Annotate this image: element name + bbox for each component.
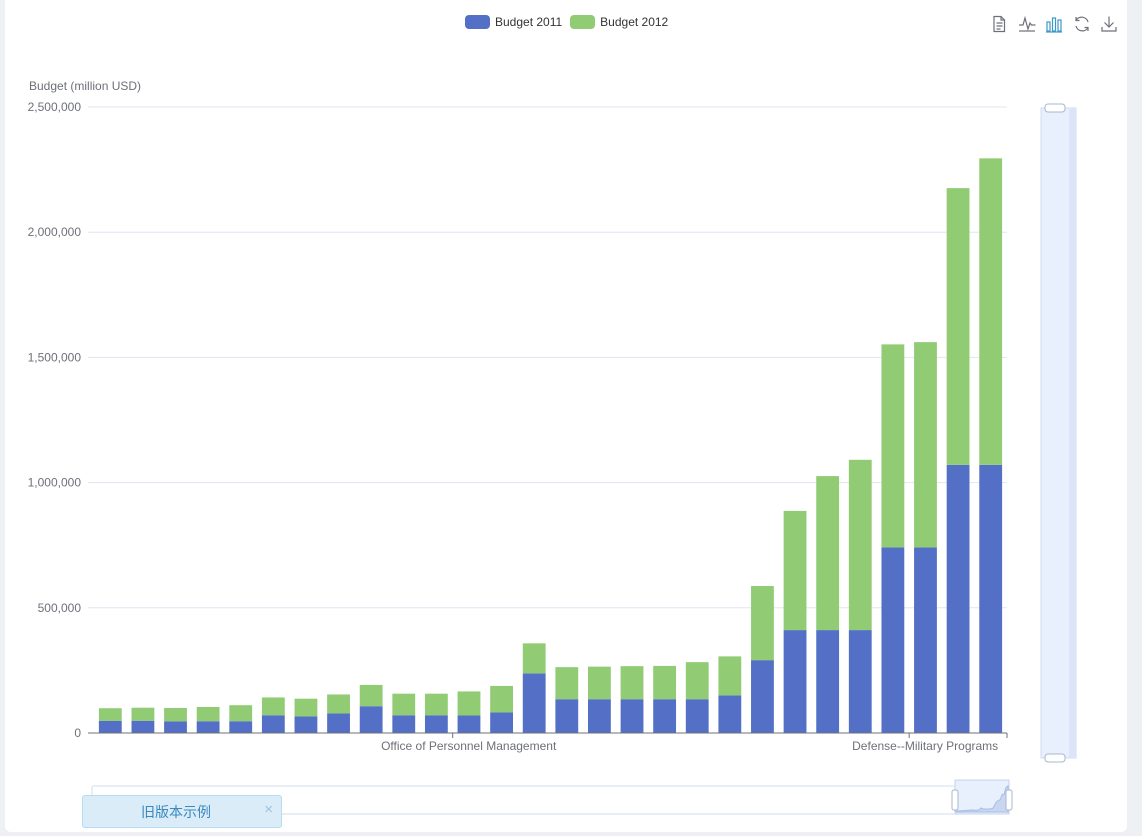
bar-budget-2012[interactable] [457,691,481,716]
bar-budget-2012[interactable] [979,158,1003,465]
legend-label-budget-2012: Budget 2012 [600,15,669,29]
restore-icon[interactable] [1072,14,1092,34]
bar-budget-2011[interactable] [327,713,350,733]
bar-budget-2012[interactable] [196,706,220,722]
bar-budget-2012[interactable] [914,342,937,548]
bar-budget-2011[interactable] [783,630,807,733]
bar-budget-2011[interactable] [620,699,644,733]
bar-budget-2012[interactable] [587,666,611,700]
bar-budget-2011[interactable] [848,630,872,733]
bar-budget-2012[interactable] [359,684,383,707]
bar-budget-2011[interactable] [490,712,514,733]
bar-budget-2012[interactable] [783,510,807,631]
bar-budget-2012[interactable] [718,656,742,696]
bar-budget-2011[interactable] [261,715,285,733]
y-tick-label: 0 [74,726,81,740]
bar-budget-2012[interactable] [98,708,122,721]
legend-label-budget-2011: Budget 2011 [495,15,563,29]
bar-budget-2011[interactable] [881,547,905,733]
legend-item-budget-2012[interactable]: Budget 2012 [570,15,668,29]
bar-budget-2011[interactable] [424,715,448,733]
y-tick-label: 1,000,000 [28,476,82,490]
bar-budget-2011[interactable] [131,720,155,733]
bar-budget-2012[interactable] [294,698,318,717]
legend-swatch-budget-2011 [465,15,490,29]
close-icon[interactable]: × [264,801,273,818]
bar-budget-2011[interactable] [457,715,481,733]
bar-budget-2012[interactable] [653,665,677,700]
vertical-datazoom-top-handle[interactable] [1044,103,1066,113]
bar-budget-2012[interactable] [685,662,709,700]
bar-budget-2012[interactable] [751,586,774,661]
bar-budget-2012[interactable] [946,188,970,465]
y-tick-labels: 0 500,000 1,000,000 1,500,000 2,000,000 2,500… [28,100,82,740]
bar-budget-2012[interactable] [881,344,905,548]
bar-budget-2011[interactable] [359,706,383,733]
bar-budget-2012[interactable] [555,667,579,700]
bar-budget-2011[interactable] [164,721,187,733]
bar-budget-2011[interactable] [587,699,611,733]
toolbox [989,14,1127,34]
download-icon[interactable] [1099,14,1119,34]
bar-budget-2011[interactable] [392,715,416,733]
old-version-link[interactable]: 旧版本示例 [141,803,211,820]
y-tick-label: 1,500,000 [28,350,82,364]
line-chart-icon[interactable] [1017,14,1037,34]
horizontal-datazoom[interactable] [91,779,1013,815]
y-tick-label: 2,500,000 [28,100,82,114]
bar-budget-2011[interactable] [946,464,970,733]
bar-budget-2012[interactable] [816,476,840,631]
legend: Budget 2011 Budget 2012 [465,12,676,32]
bar-budget-2012[interactable] [522,643,546,674]
data-view-icon[interactable] [989,14,1009,34]
datazoom-preview-line [955,785,1009,813]
bars [98,158,1003,733]
horizontal-datazoom-right-handle[interactable] [1005,789,1013,811]
bar-budget-2012[interactable] [229,705,253,722]
bar-budget-2012[interactable] [490,685,514,713]
bar-budget-2012[interactable] [392,693,416,716]
bar-budget-2011[interactable] [718,695,742,733]
vertical-datazoom-bottom-handle[interactable] [1044,753,1066,763]
bar-budget-2011[interactable] [751,660,774,733]
x-tick-label: Defense--Military Programs [852,739,998,753]
bar-budget-2011[interactable] [522,673,546,733]
old-version-banner: 旧版本示例 × [82,795,282,828]
bar-budget-2011[interactable] [914,547,937,733]
bar-budget-2011[interactable] [979,464,1003,733]
y-tick-label: 2,000,000 [28,225,82,239]
bar-budget-2012[interactable] [131,707,155,721]
bar-budget-2011[interactable] [98,720,122,733]
bar-budget-2011[interactable] [229,721,253,733]
bar-budget-2012[interactable] [164,707,187,722]
x-axis: Office of Personnel Management Defense--M… [88,732,1008,753]
bar-budget-2011[interactable] [555,699,579,733]
bar-budget-2012[interactable] [261,697,285,716]
y-axis-title: Budget (million USD) [29,79,141,93]
bar-budget-2012[interactable] [848,459,872,631]
bar-budget-2011[interactable] [816,630,840,733]
bar-budget-2011[interactable] [196,721,220,733]
y-tick-label: 500,000 [38,601,82,615]
bar-chart-icon[interactable] [1044,14,1064,34]
x-tick-label: Office of Personnel Management [381,739,557,753]
bar-budget-2012[interactable] [424,693,448,716]
horizontal-datazoom-left-handle[interactable] [951,789,959,811]
legend-swatch-budget-2012 [570,15,596,29]
vertical-datazoom[interactable] [1040,103,1077,763]
bar-budget-2011[interactable] [685,699,709,733]
bar-budget-2012[interactable] [620,666,644,700]
bar-budget-2012[interactable] [327,694,350,714]
legend-item-budget-2011[interactable]: Budget 2011 [465,15,562,29]
bar-budget-2011[interactable] [653,699,677,733]
bar-budget-2011[interactable] [294,716,318,733]
